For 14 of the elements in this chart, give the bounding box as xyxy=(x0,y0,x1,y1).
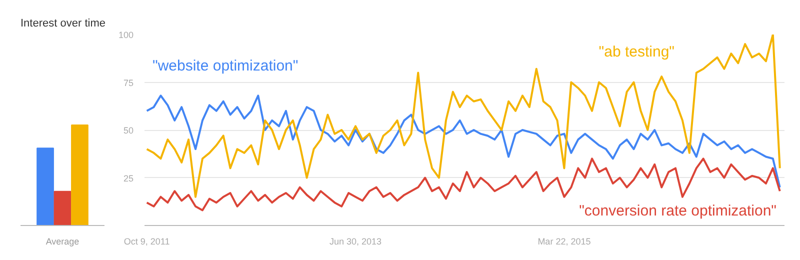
series-label: "ab testing" xyxy=(598,44,675,60)
x-tick-label: Average xyxy=(46,236,80,246)
series-label: "conversion rate optimization" xyxy=(579,202,777,220)
y-tick-label: 50 xyxy=(123,126,134,136)
chart-title: Interest over time xyxy=(20,18,106,30)
x-tick-label: Mar 22, 2015 xyxy=(538,236,591,246)
x-tick-label: Oct 9, 2011 xyxy=(124,236,170,246)
line-series xyxy=(146,34,781,198)
y-tick-label: 100 xyxy=(118,30,134,40)
y-tick-label: 75 xyxy=(123,78,134,88)
x-tick-label: Jun 30, 2013 xyxy=(329,236,382,246)
y-tick-label: 25 xyxy=(123,173,134,184)
line-series xyxy=(146,94,781,188)
series-label: "website optimization" xyxy=(152,58,298,74)
